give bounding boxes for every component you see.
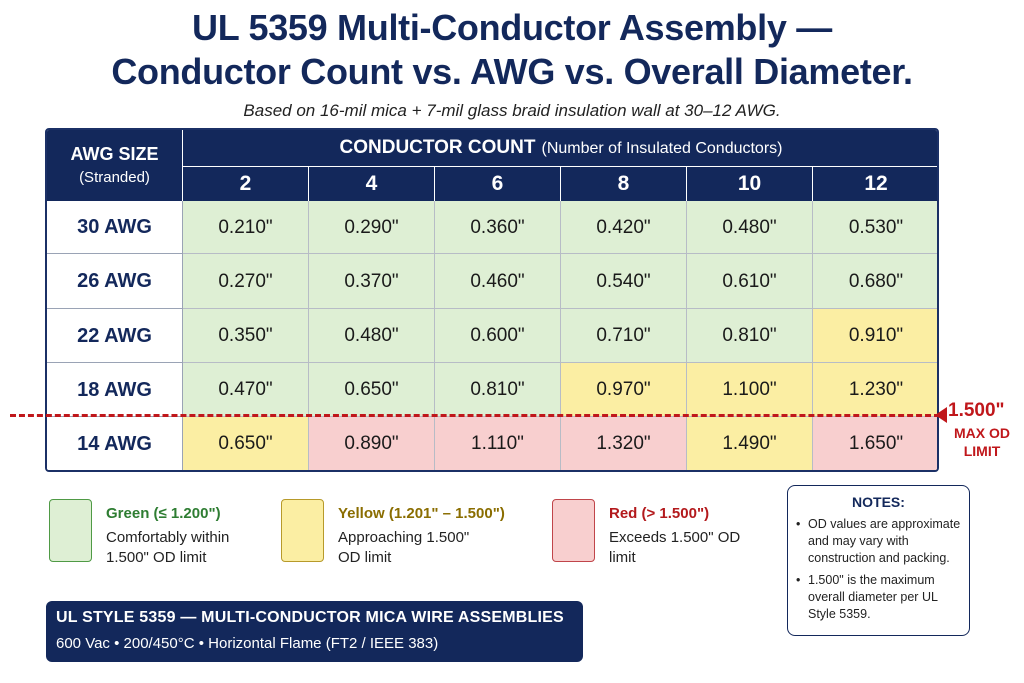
column-header-10: 10: [687, 167, 813, 201]
conductor-count-sublabel: (Number of Insulated Conductors): [541, 140, 783, 157]
conductor-count-label: CONDUCTOR COUNT: [339, 137, 536, 158]
row-header-30-awg: 30 AWG: [47, 201, 183, 254]
row-header-14-awg: 14 AWG: [47, 417, 183, 470]
max-od-arrow-icon: [935, 407, 947, 423]
od-cell: 0.290": [309, 201, 435, 254]
legend-desc-yellow: Approaching 1.500" OD limit: [338, 529, 470, 566]
od-cell: 1.490": [687, 417, 813, 470]
od-cell: 0.460": [435, 254, 561, 309]
od-cell: 0.360": [435, 201, 561, 254]
max-od-value: 1.500": [948, 400, 1005, 421]
legend-desc-red: Exceeds 1.500" OD limit: [609, 529, 741, 566]
od-cell: 0.650": [309, 363, 435, 417]
od-cell: 0.540": [561, 254, 687, 309]
legend-title-green: Green (≤ 1.200"): [106, 505, 221, 522]
od-cell: 0.210": [183, 201, 309, 254]
footer-banner: UL STYLE 5359 — MULTI-CONDUCTOR MICA WIR…: [46, 601, 583, 662]
max-od-label: MAX OD LIMIT: [954, 425, 1010, 459]
column-header-8: 8: [561, 167, 687, 201]
row-header-22-awg: 22 AWG: [47, 309, 183, 363]
od-cell: 0.610": [687, 254, 813, 309]
subtitle: Based on 16-mil mica + 7-mil glass braid…: [243, 101, 781, 120]
od-cell: 1.100": [687, 363, 813, 417]
legend-swatch-yellow: [281, 499, 324, 562]
legend-title-yellow: Yellow (1.201" – 1.500"): [338, 505, 505, 522]
note-text: OD values are approximate and may vary w…: [808, 517, 961, 565]
od-cell: 0.810": [435, 363, 561, 417]
legend-swatch-red: [552, 499, 595, 562]
row-header-26-awg: 26 AWG: [47, 254, 183, 309]
od-cell: 0.480": [309, 309, 435, 363]
title-line-2: Conductor Count vs. AWG vs. Overall Diam…: [111, 51, 913, 92]
od-cell: 1.230": [813, 363, 937, 417]
column-header-2: 2: [183, 167, 309, 201]
od-cell: 1.110": [435, 417, 561, 470]
note-item: • 1.500" is the maximum overall diameter …: [796, 572, 961, 623]
od-cell: 0.810": [687, 309, 813, 363]
bullet-icon: •: [796, 573, 801, 587]
title-line-1: UL 5359 Multi-Conductor Assembly —: [192, 7, 832, 48]
od-cell: 0.370": [309, 254, 435, 309]
column-header-12: 12: [813, 167, 937, 201]
od-cell: 0.890": [309, 417, 435, 470]
od-cell: 1.320": [561, 417, 687, 470]
row-header-18-awg: 18 AWG: [47, 363, 183, 417]
od-cell: 0.470": [183, 363, 309, 417]
awg-size-label: AWG SIZE: [70, 144, 159, 164]
notes-box: NOTES: • OD values are approximate and ma…: [787, 485, 970, 636]
column-header-4: 4: [309, 167, 435, 201]
max-od-limit-line: [10, 414, 940, 417]
banner-title: UL STYLE 5359 — MULTI-CONDUCTOR MICA WIR…: [56, 609, 564, 626]
notes-title: NOTES:: [852, 494, 905, 510]
od-cell: 0.650": [183, 417, 309, 470]
od-cell: 0.480": [687, 201, 813, 254]
od-cell: 0.680": [813, 254, 937, 309]
legend-desc-green: Comfortably within 1.500" OD limit: [106, 529, 230, 566]
od-cell: 0.600": [435, 309, 561, 363]
od-cell: 0.530": [813, 201, 937, 254]
od-cell: 0.910": [813, 309, 937, 363]
legend-title-red: Red (> 1.500"): [609, 505, 710, 522]
od-cell: 0.350": [183, 309, 309, 363]
od-cell: 0.710": [561, 309, 687, 363]
od-cell: 0.420": [561, 201, 687, 254]
od-cell: 1.650": [813, 417, 937, 470]
conductor-count-header: CONDUCTOR COUNT (Number of Insulated Cond…: [183, 130, 937, 167]
notes-list: • OD values are approximate and may vary …: [796, 516, 961, 623]
od-table: AWG SIZE (Stranded) CONDUCTOR COUNT (Numb…: [45, 128, 939, 472]
awg-size-header: AWG SIZE (Stranded): [47, 130, 183, 201]
bullet-icon: •: [796, 517, 801, 531]
awg-size-sublabel: (Stranded): [79, 169, 150, 186]
banner-subtitle: 600 Vac • 200/450°C • Horizontal Flame (…: [56, 635, 439, 652]
od-cell: 0.270": [183, 254, 309, 309]
note-text: 1.500" is the maximum overall diameter p…: [808, 573, 938, 621]
column-header-6: 6: [435, 167, 561, 201]
note-item: • OD values are approximate and may vary …: [796, 516, 961, 567]
legend-swatch-green: [49, 499, 92, 562]
od-cell: 0.970": [561, 363, 687, 417]
